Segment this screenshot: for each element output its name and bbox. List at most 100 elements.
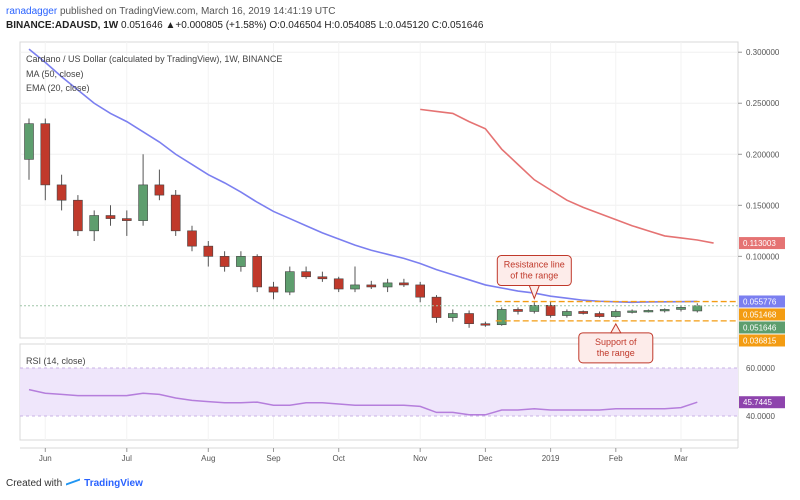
legend-rsi: RSI (14, close): [26, 356, 86, 366]
price-label-badge: [739, 321, 785, 334]
candle-up: [284, 271, 295, 293]
annotation-text: Resistance line: [504, 260, 565, 270]
x-tick-label: 2019: [542, 454, 560, 463]
legend-title: Cardano / US Dollar (calculated by Tradi…: [26, 54, 282, 64]
candle-down: [513, 309, 523, 312]
legend-ma: MA (50, close): [26, 69, 84, 79]
candle-down: [203, 245, 214, 257]
candle-up: [643, 310, 654, 313]
candle-up: [659, 309, 670, 312]
candle-up: [89, 215, 99, 232]
indicator-lines: [28, 48, 714, 304]
tradingview-link[interactable]: TradingView: [84, 478, 143, 489]
candle-down: [219, 256, 230, 267]
x-tick-label: Jul: [122, 454, 132, 463]
candle-down: [301, 271, 311, 278]
candle-up: [692, 305, 703, 312]
main-pane[interactable]: [19, 41, 739, 339]
rsi-value-badge: [739, 396, 785, 409]
price-label-text: 0.036815: [743, 336, 777, 345]
candle-down: [399, 282, 409, 286]
price-label-badge: [739, 334, 785, 347]
candle-down: [154, 184, 165, 196]
candle-up: [138, 184, 148, 221]
rsi-tick-label: 60.0000: [746, 364, 775, 373]
x-tick-label: Nov: [413, 454, 427, 463]
x-tick-label: Sep: [266, 454, 281, 463]
rsi-line: [28, 388, 698, 416]
candle-up: [382, 282, 393, 288]
candle-down: [73, 199, 83, 232]
candle-up: [676, 307, 686, 310]
candle-down: [40, 123, 51, 186]
candle-down: [578, 311, 589, 314]
price-axis: 0.300000 0.250000 0.200000 0.150000 0.100000…: [738, 48, 785, 421]
candle-down: [105, 215, 116, 219]
x-tick-label: Feb: [609, 454, 623, 463]
annotation-text: Support of: [595, 337, 637, 347]
created-with-text: Created with: [6, 478, 63, 489]
legend-ema: EMA (20, close): [26, 83, 90, 93]
annotation-text: of the range: [510, 271, 558, 281]
candles: [24, 118, 703, 328]
candle-up: [610, 311, 621, 317]
candle-down: [333, 278, 344, 290]
y-tick-label: 0.300000: [746, 48, 780, 57]
x-tick-label: Oct: [332, 454, 345, 463]
publish-info: ranadagger published on TradingView.com,…: [6, 6, 335, 17]
x-tick-label: Jun: [39, 454, 52, 463]
publish-date: published on TradingView.com, March 16, …: [59, 6, 336, 17]
x-tick-label: Aug: [201, 454, 215, 463]
y-tick-label: 0.250000: [746, 99, 780, 108]
rsi-value-label: 45.7445: [743, 398, 772, 407]
candle-up: [24, 123, 34, 160]
candle-down: [170, 194, 181, 232]
footer: Created with TradingView: [6, 478, 143, 489]
y-tick-label: 0.150000: [746, 201, 780, 210]
symbol-ohlc-line: BINANCE:ADAUSD, 1W 0.051646 ▲+0.000805 (…: [6, 20, 483, 31]
price-label-badge: [739, 237, 785, 250]
author-link[interactable]: ranadagger: [6, 6, 58, 17]
x-tick-label: Dec: [478, 454, 492, 463]
annotation-pointer: [528, 285, 541, 300]
candle-down: [366, 284, 377, 288]
candle-up: [529, 305, 540, 312]
annotation-text: the range: [597, 348, 635, 358]
symbol-label: BINANCE:ADAUSD, 1W: [6, 20, 119, 31]
rsi-layer: [20, 367, 738, 417]
x-tick-label: Mar: [674, 454, 688, 463]
candle-down: [415, 284, 426, 298]
candle-down: [56, 184, 67, 201]
price-label-badge: [739, 295, 785, 308]
rsi-tick-label: 40.0000: [746, 412, 775, 421]
range-levels: [20, 300, 738, 322]
candle-up: [562, 311, 572, 316]
y-tick-label: 0.200000: [746, 150, 780, 159]
tradingview-logo-icon: [66, 479, 80, 489]
candle-up: [447, 313, 458, 318]
price-label-text: 0.055776: [743, 297, 777, 306]
rsi-band: [20, 368, 738, 416]
ema-20-line: [28, 48, 698, 304]
time-axis: Jun Jul Aug Sep Oct Nov Dec 2019 Feb Mar: [39, 448, 688, 463]
candle-up: [627, 310, 637, 313]
price-label-text: 0.051646: [743, 323, 777, 332]
candle-up: [496, 309, 507, 326]
candle-down: [187, 230, 197, 247]
candle-up: [236, 256, 246, 267]
candle-down: [545, 305, 556, 316]
candle-down: [431, 296, 442, 318]
candle-down: [594, 313, 605, 317]
candle-down: [122, 218, 132, 221]
price-label-text: 0.051468: [743, 310, 777, 319]
candle-down: [252, 256, 262, 288]
candle-down: [464, 313, 474, 325]
price-label-badge: [739, 308, 785, 321]
ohlc-values: 0.051646 ▲+0.000805 (+1.58%) O:0.046504 …: [121, 20, 484, 31]
candle-up: [350, 284, 360, 290]
candle-down: [317, 276, 328, 280]
ma-50-line: [420, 108, 714, 244]
y-tick-label: 0.100000: [746, 252, 780, 261]
